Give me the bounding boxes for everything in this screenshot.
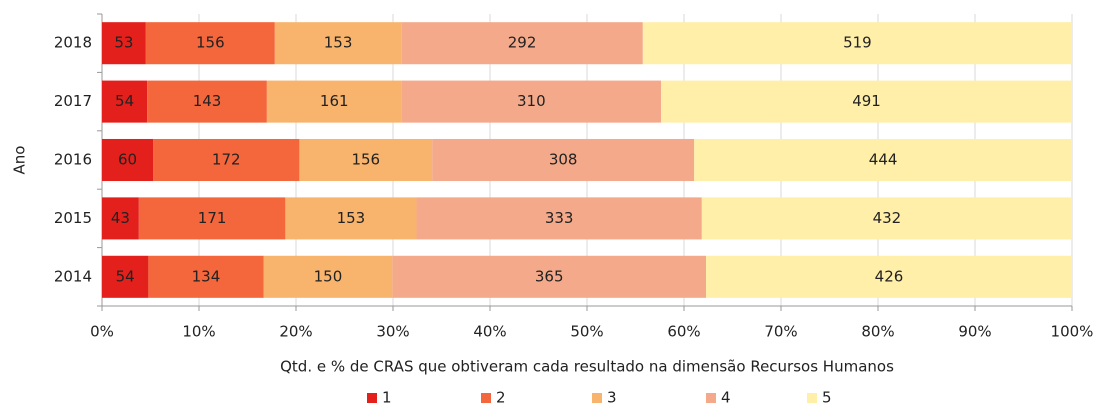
bar-segment — [153, 138, 300, 182]
data-label: 519 — [843, 34, 872, 52]
data-label: 444 — [869, 151, 898, 169]
bar-segment — [148, 255, 264, 298]
x-axis-title: Qtd. e % de CRAS que obtiveram cada resu… — [280, 358, 894, 376]
y-tick-label: 2015 — [54, 209, 92, 227]
x-tick-label: 20% — [279, 323, 312, 341]
data-label: 333 — [545, 209, 574, 227]
x-tick-label: 50% — [570, 323, 603, 341]
x-tick-label: 40% — [473, 323, 506, 341]
legend-label: 3 — [607, 389, 617, 407]
bar-segment — [274, 22, 402, 65]
data-label: 53 — [114, 34, 133, 52]
data-label: 150 — [314, 267, 343, 285]
data-label: 308 — [549, 151, 578, 169]
data-label: 292 — [508, 34, 537, 52]
legend-label: 5 — [822, 389, 832, 407]
x-tick-label: 70% — [764, 323, 797, 341]
legend-label: 2 — [496, 389, 506, 407]
bar-segment — [102, 197, 139, 240]
data-label: 365 — [535, 267, 564, 285]
bar-segment — [416, 197, 702, 240]
data-label: 43 — [111, 209, 130, 227]
bar-segment — [102, 80, 148, 123]
y-axis-title: Ano — [11, 146, 29, 175]
data-label: 171 — [198, 209, 227, 227]
bar-segment — [661, 80, 1072, 123]
legend-swatch — [481, 393, 491, 403]
bar-segment — [138, 197, 286, 240]
bar-segment — [102, 22, 146, 65]
x-tick-label: 100% — [1051, 323, 1094, 341]
bar-segment — [299, 138, 433, 182]
x-tick-label: 0% — [90, 323, 114, 341]
data-label: 491 — [852, 92, 881, 110]
data-label: 426 — [875, 267, 904, 285]
x-tick-label: 80% — [861, 323, 894, 341]
bar-segment — [145, 22, 275, 65]
bar-segment — [642, 22, 1072, 65]
data-label: 153 — [324, 34, 353, 52]
bar-segment — [102, 138, 154, 182]
data-label: 161 — [320, 92, 349, 110]
data-label: 54 — [116, 267, 135, 285]
legend-swatch — [807, 393, 817, 403]
bar-segment — [266, 80, 402, 123]
legend-swatch — [592, 393, 602, 403]
data-label: 153 — [337, 209, 366, 227]
y-tick-label: 2014 — [54, 267, 92, 285]
bar-segment — [401, 80, 662, 123]
data-label: 156 — [196, 34, 225, 52]
bar-segment — [147, 80, 267, 123]
data-label: 54 — [115, 92, 134, 110]
bar-segment — [701, 197, 1072, 240]
data-label: 143 — [193, 92, 222, 110]
data-label: 310 — [517, 92, 546, 110]
bar-segment — [263, 255, 393, 298]
bar-segment — [432, 138, 695, 182]
bar-segment — [694, 138, 1072, 182]
legend-swatch — [367, 393, 377, 403]
data-label: 432 — [873, 209, 902, 227]
data-label: 156 — [351, 151, 380, 169]
x-tick-label: 10% — [182, 323, 215, 341]
bar-segment — [285, 197, 417, 240]
legend-label: 4 — [721, 389, 731, 407]
legend-label: 1 — [382, 389, 392, 407]
x-tick-label: 30% — [376, 323, 409, 341]
y-tick-label: 2016 — [54, 151, 92, 169]
bar-segment — [102, 255, 149, 298]
x-tick-label: 60% — [667, 323, 700, 341]
legend-swatch — [706, 393, 716, 403]
x-tick-label: 90% — [958, 323, 991, 341]
bar-segment — [401, 22, 643, 65]
data-label: 172 — [212, 151, 241, 169]
bar-segment — [392, 255, 706, 298]
y-tick-label: 2018 — [54, 34, 92, 52]
bar-segment — [705, 255, 1072, 298]
y-tick-label: 2017 — [54, 92, 92, 110]
data-label: 134 — [192, 267, 221, 285]
data-label: 60 — [118, 151, 137, 169]
